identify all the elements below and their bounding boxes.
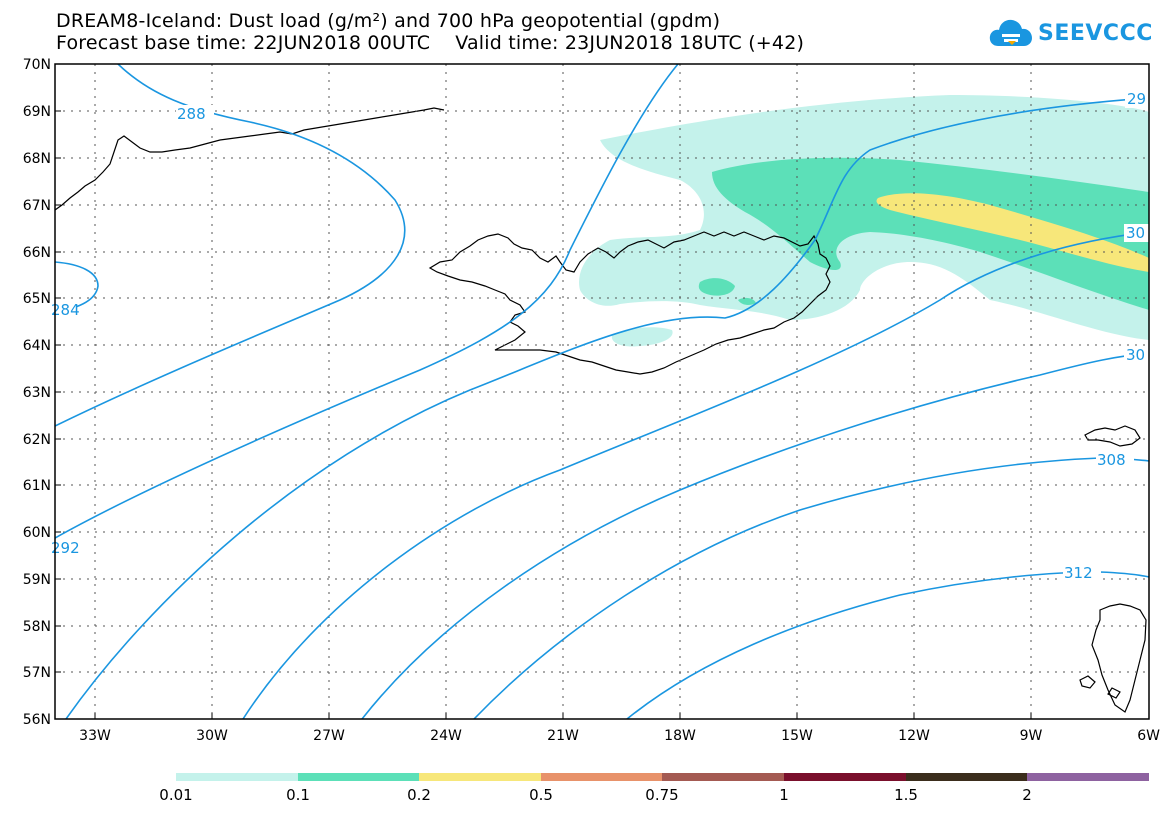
faroe-shetland-coastline <box>1084 425 1141 447</box>
contour-label-292: 292 <box>51 539 80 557</box>
colorbar-label: 0.01 <box>159 786 192 804</box>
dust-area-0.1 <box>712 157 1149 310</box>
lat-label: 69N <box>23 104 51 120</box>
contour-308 <box>473 457 1149 719</box>
title-line-2: Forecast base time: 22JUN2018 00UTC Vali… <box>56 32 805 54</box>
contour-300 <box>242 231 1149 719</box>
lat-label: 65N <box>23 291 51 307</box>
lon-label: 24W <box>430 728 462 744</box>
contour-label-296: 29 <box>1127 90 1146 108</box>
colorbar-label: 1.5 <box>894 786 918 804</box>
lon-label: 15W <box>781 728 813 744</box>
lat-label: 64N <box>23 338 51 354</box>
logo-text: SEEVCCC <box>1038 20 1153 46</box>
colorbar-swatch <box>298 773 419 781</box>
colorbar-swatch <box>906 773 1027 781</box>
contour-labels: 288 284 292 29 30 30 308 312 <box>51 90 1149 582</box>
lon-label: 12W <box>898 728 930 744</box>
contour-label-312: 312 <box>1064 564 1093 582</box>
coastlines <box>55 107 1147 713</box>
dust-area-0.01-patch <box>611 327 673 347</box>
graticule <box>55 64 1149 719</box>
lat-label: 58N <box>23 619 51 635</box>
lat-label: 59N <box>23 572 51 588</box>
lon-label: 21W <box>547 728 579 744</box>
colorbar-label: 1 <box>779 786 789 804</box>
lon-label: 6W <box>1137 728 1160 744</box>
scotland-isles <box>1079 675 1121 699</box>
colorbar-swatch <box>419 773 541 781</box>
dust-shading <box>579 95 1149 347</box>
scotland-coastline <box>1091 603 1147 713</box>
colorbar-label: 0.2 <box>407 786 431 804</box>
iceland-coastline <box>428 231 831 375</box>
greenland-coastline <box>55 107 445 211</box>
cloud-icon <box>989 19 1032 46</box>
lat-label: 63N <box>23 385 51 401</box>
contour-296 <box>65 97 1149 719</box>
contour-312 <box>626 571 1149 719</box>
dust-area-0.1-blob <box>698 278 735 296</box>
colorbar-swatch <box>784 773 906 781</box>
longitude-labels: 33W 30W 27W 24W 21W 18W 15W 12W 9W 6W <box>79 728 1160 744</box>
contour-288 <box>55 64 406 427</box>
contour-label-308: 308 <box>1097 451 1126 469</box>
dust-area-0.1-blob2 <box>738 297 756 305</box>
title-line-1: DREAM8-Iceland: Dust load (g/m²) and 700… <box>56 10 721 32</box>
contour-292 <box>55 64 679 539</box>
contour-label-300: 30 <box>1126 224 1145 242</box>
colorbar-label: 0.5 <box>529 786 553 804</box>
lon-label: 33W <box>79 728 111 744</box>
lon-label: 18W <box>664 728 696 744</box>
latitude-labels: 70N 69N 68N 67N 66N 65N 64N 63N 62N 61N … <box>23 57 51 728</box>
lon-label: 9W <box>1020 728 1043 744</box>
colorbar-swatch <box>1027 773 1149 781</box>
lat-label: 62N <box>23 432 51 448</box>
seevccc-logo: SEEVCCC <box>988 16 1153 50</box>
lat-label: 68N <box>23 151 51 167</box>
lon-label: 30W <box>196 728 228 744</box>
contour-304 <box>361 353 1149 719</box>
colorbar-swatch <box>541 773 662 781</box>
lat-label: 67N <box>23 198 51 214</box>
axis-ticks <box>55 63 1032 719</box>
colorbar-swatch <box>662 773 784 781</box>
lat-label: 57N <box>23 665 51 681</box>
contour-label-304: 30 <box>1126 346 1145 364</box>
lat-label: 56N <box>23 712 51 728</box>
lat-label: 60N <box>23 525 51 541</box>
colorbar-label: 0.75 <box>645 786 678 804</box>
colorbar: 0.01 0.1 0.2 0.5 0.75 1 1.5 2 <box>159 773 1149 804</box>
contour-label-288: 288 <box>177 105 206 123</box>
contour-label-284: 284 <box>51 301 80 319</box>
lat-label: 70N <box>23 57 51 73</box>
lat-label: 61N <box>23 478 51 494</box>
lat-label: 66N <box>23 245 51 261</box>
colorbar-label: 0.1 <box>286 786 310 804</box>
colorbar-swatch <box>176 773 298 781</box>
colorbar-label: 2 <box>1022 786 1032 804</box>
lon-label: 27W <box>313 728 345 744</box>
